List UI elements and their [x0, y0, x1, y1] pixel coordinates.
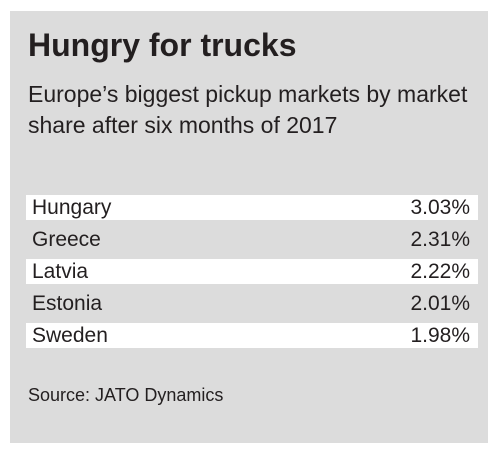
- country-label: Latvia: [32, 260, 89, 283]
- country-label: Greece: [32, 228, 101, 251]
- chart-panel: Hungry for trucks Europe’s biggest picku…: [10, 11, 488, 443]
- country-label: Estonia: [32, 292, 103, 315]
- share-value: 1.98%: [410, 324, 470, 347]
- chart-subtitle: Europe’s biggest pickup markets by marke…: [28, 81, 468, 138]
- table-row-sweden: Sweden 1.98%: [26, 323, 478, 348]
- share-value: 2.01%: [410, 292, 470, 315]
- table-row-hungary: Hungary 3.03%: [26, 195, 478, 220]
- share-value: 2.31%: [410, 228, 470, 251]
- country-label: Sweden: [32, 324, 108, 347]
- table-row-greece: Greece 2.31%: [26, 227, 478, 252]
- table-row-estonia: Estonia 2.01%: [26, 291, 478, 316]
- share-value: 2.22%: [410, 260, 470, 283]
- share-value: 3.03%: [410, 196, 470, 219]
- table-row-latvia: Latvia 2.22%: [26, 259, 478, 284]
- country-label: Hungary: [32, 196, 112, 219]
- market-share-table: Hungary 3.03% Greece 2.31% Latvia 2.22% …: [26, 195, 478, 355]
- source-note: Source: JATO Dynamics: [28, 385, 224, 405]
- chart-title: Hungry for trucks: [28, 27, 297, 63]
